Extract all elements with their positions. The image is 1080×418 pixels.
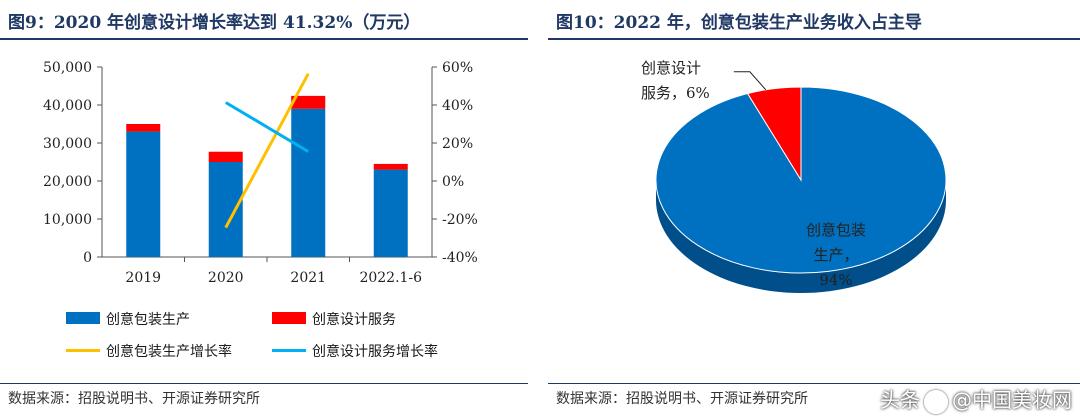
left-y-tick-label: 50,000	[43, 60, 92, 76]
pie-label-design: 创意设计	[641, 59, 701, 77]
watermark-logo-icon	[924, 389, 948, 414]
watermark-text-after: @中国美妆网	[952, 388, 1072, 412]
right-chart-panel: 图10：2022 年，创意包装生产业务收入占主导 创意设计服务，6% 创意包装生产…	[548, 0, 1080, 418]
left-chart-title: 图9：2020 年创意设计增长率达到 41.32%（万元）	[8, 13, 421, 33]
bar-packaging-2022.1-6	[373, 169, 408, 257]
legend-label-design: 创意设计服务	[312, 312, 396, 328]
left-y-tick-label: 40,000	[43, 98, 92, 114]
x-tick-label: 2019	[125, 270, 161, 286]
right-y-tick-label: 20%	[442, 136, 473, 152]
line-design-growth	[224, 101, 310, 153]
bar-packaging-2020	[208, 162, 243, 257]
combo-bar-line-chart: 0 10,000 20,000 30,000 40,000 50,000 -40% -20% 0…	[43, 60, 478, 286]
pie-chart: 创意设计服务，6% 创意包装生产， 94%	[641, 59, 947, 293]
legend-line-design-growth	[272, 349, 306, 352]
x-tick-label: 2020	[208, 270, 244, 286]
left-chart-panel: 图9：2020 年创意设计增长率达到 41.32%（万元） 0 10,000 20,…	[0, 0, 528, 418]
legend-swatch-design	[272, 312, 306, 324]
right-source-rule	[548, 383, 1080, 384]
right-y-tick-label: -40%	[442, 250, 478, 266]
legend-label-packaging: 创意包装生产	[106, 312, 190, 328]
bar-design-2019	[126, 124, 161, 132]
bar-design-2021	[291, 95, 326, 109]
bar-packaging-2021	[291, 108, 326, 257]
line-packaging-growth	[224, 72, 310, 229]
legend-label-design-growth: 创意设计服务增长率	[312, 344, 438, 360]
pie-label-packaging: 生产，	[813, 246, 858, 264]
right-title-rule	[548, 38, 1080, 40]
legend-label-packaging-growth: 创意包装生产增长率	[106, 344, 232, 360]
pie-side-wall	[656, 180, 946, 293]
left-source-note: 数据来源：招股说明书、开源证券研究所	[8, 391, 260, 407]
bar-design-2020	[208, 151, 243, 162]
left-y-tick-label: 20,000	[43, 174, 92, 190]
pie-label-packaging: 94%	[819, 271, 852, 289]
right-y-tick-label: 40%	[442, 98, 473, 114]
right-chart-title: 图10：2022 年，创意包装生产业务收入占主导	[556, 13, 922, 33]
left-title-rule	[0, 38, 528, 40]
x-tick-label: 2021	[290, 270, 326, 286]
pie-leader-line-design	[733, 71, 767, 91]
legend-swatch-packaging	[66, 312, 100, 324]
pie-label-packaging: 创意包装	[806, 221, 866, 239]
right-source-note: 数据来源：招股说明书、开源证券研究所	[556, 391, 808, 407]
pie-slice-design	[746, 86, 802, 182]
legend-line-packaging-growth	[66, 349, 100, 352]
right-y-tick-label: -20%	[442, 212, 478, 228]
right-y-tick-label: 60%	[442, 60, 473, 76]
left-y-tick-label: 30,000	[43, 136, 92, 152]
left-y-tick-label: 0	[83, 250, 92, 266]
x-tick-label: 2022.1-6	[359, 270, 422, 286]
right-y-tick-label: 0%	[442, 174, 464, 190]
left-y-tick-label: 10,000	[43, 212, 92, 228]
watermark: 头条 @中国美妆网	[880, 384, 1072, 414]
pie-label-design: 服务，6%	[641, 84, 710, 102]
watermark-text-before: 头条	[880, 388, 920, 412]
bar-packaging-2019	[126, 131, 161, 257]
left-source-rule	[0, 383, 528, 384]
bar-design-2022.1-6	[373, 163, 408, 170]
